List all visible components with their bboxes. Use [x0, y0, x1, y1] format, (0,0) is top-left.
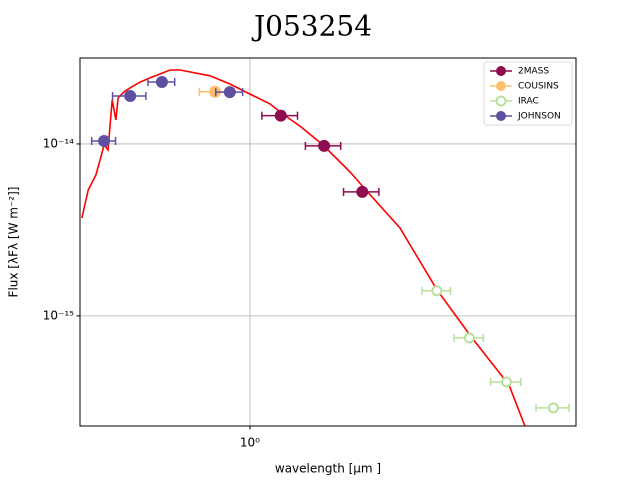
y-axis-label: Flux [λFλ [W m⁻²]] [7, 187, 21, 298]
data-point [223, 86, 236, 99]
legend-swatch [496, 81, 506, 91]
legend-label: IRAC [518, 97, 539, 107]
legend-label: 2MASS [518, 67, 549, 77]
data-point [318, 139, 331, 152]
data-point [98, 135, 111, 148]
legend-label: COUSINS [518, 82, 559, 92]
data-point [431, 285, 443, 297]
legend-swatch [495, 95, 507, 107]
legend-swatch [496, 111, 506, 121]
data-point [463, 332, 475, 344]
data-point [155, 76, 168, 89]
data-point [547, 402, 559, 414]
data-point [500, 376, 512, 388]
chart-title: J053254 [251, 10, 372, 43]
data-point [356, 185, 369, 198]
legend-label: JOHNSON [517, 112, 561, 122]
legend-swatch [496, 66, 506, 76]
plot-frame [79, 57, 577, 427]
legend: 2MASS COUSINS IRAC JOHNSON [483, 61, 573, 126]
x-tick-label: 10⁰ [240, 436, 260, 450]
data-point [124, 89, 137, 102]
y-tick-label: 10⁻¹⁴ [43, 136, 74, 150]
x-axis-label: wavelength [μm ] [275, 462, 381, 476]
y-tick-label: 10⁻¹⁵ [43, 308, 74, 322]
legend-box [483, 61, 573, 126]
data-point [274, 109, 287, 122]
